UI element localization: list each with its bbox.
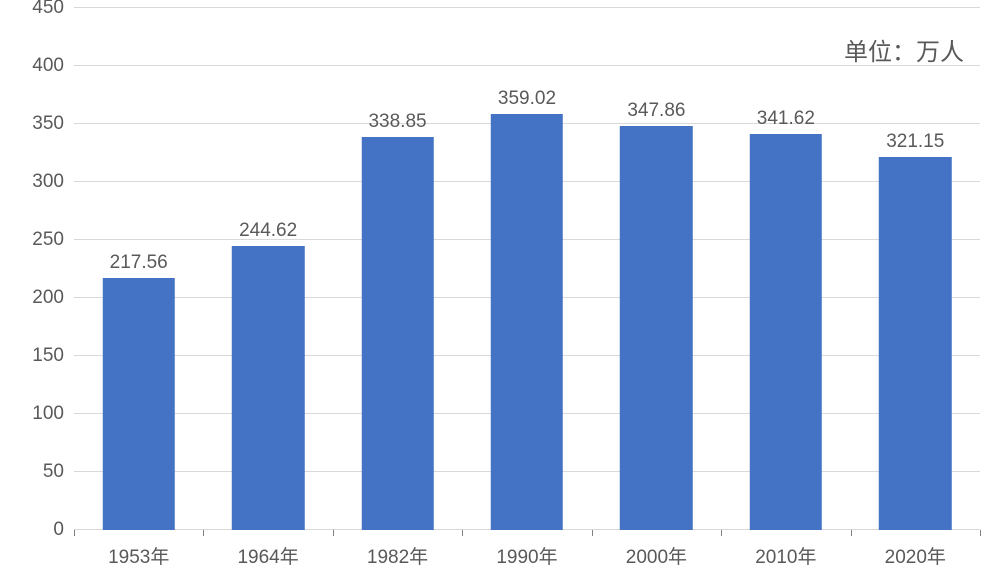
xtick-label: 2000年 [626, 542, 687, 569]
xtick-label: 1982年 [367, 542, 428, 569]
ytick-label: 100 [32, 403, 64, 425]
bar-slot: 338.851982年 [333, 8, 462, 530]
bar-slot: 359.021990年 [462, 8, 591, 530]
bar: 347.86 [620, 126, 692, 530]
xtick-label: 2020年 [885, 542, 946, 569]
x-tick [462, 530, 463, 536]
bar: 359.02 [491, 114, 563, 530]
bar-value-label: 347.86 [627, 100, 685, 122]
bar: 244.62 [232, 246, 304, 530]
bar-slot: 321.152020年 [851, 8, 980, 530]
ytick-label: 50 [43, 461, 64, 483]
population-bar-chart: 050100150200250300350400450217.561953年24… [0, 0, 1000, 579]
ytick-label: 350 [32, 113, 64, 135]
xtick-label: 1953年 [108, 542, 169, 569]
x-tick [851, 530, 852, 536]
bar: 341.62 [750, 134, 822, 530]
bar-value-label: 244.62 [239, 220, 297, 242]
ytick-label: 400 [32, 55, 64, 77]
bar: 217.56 [102, 278, 174, 530]
x-tick [203, 530, 204, 536]
bar-value-label: 217.56 [110, 252, 168, 274]
bar-value-label: 341.62 [757, 108, 815, 130]
ytick-label: 250 [32, 229, 64, 251]
x-tick [721, 530, 722, 536]
x-tick [980, 530, 981, 536]
x-tick [592, 530, 593, 536]
ytick-label: 300 [32, 171, 64, 193]
bar-slot: 347.862000年 [592, 8, 721, 530]
bar-slot: 217.561953年 [74, 8, 203, 530]
xtick-label: 1990年 [496, 542, 557, 569]
unit-label: 单位：万人 [844, 32, 964, 67]
ytick-label: 200 [32, 287, 64, 309]
bar-value-label: 338.85 [368, 111, 426, 133]
bar-slot: 341.622010年 [721, 8, 850, 530]
bar-value-label: 321.15 [886, 131, 944, 153]
x-tick [74, 530, 75, 536]
ytick-label: 0 [53, 519, 64, 541]
bar: 338.85 [361, 137, 433, 530]
xtick-label: 1964年 [237, 542, 298, 569]
plot-area: 050100150200250300350400450217.561953年24… [74, 8, 980, 530]
ytick-label: 150 [32, 345, 64, 367]
x-tick [333, 530, 334, 536]
xtick-label: 2010年 [755, 542, 816, 569]
bar-slot: 244.621964年 [203, 8, 332, 530]
bar-value-label: 359.02 [498, 88, 556, 110]
ytick-label: 450 [32, 0, 64, 19]
bar: 321.15 [879, 157, 951, 530]
